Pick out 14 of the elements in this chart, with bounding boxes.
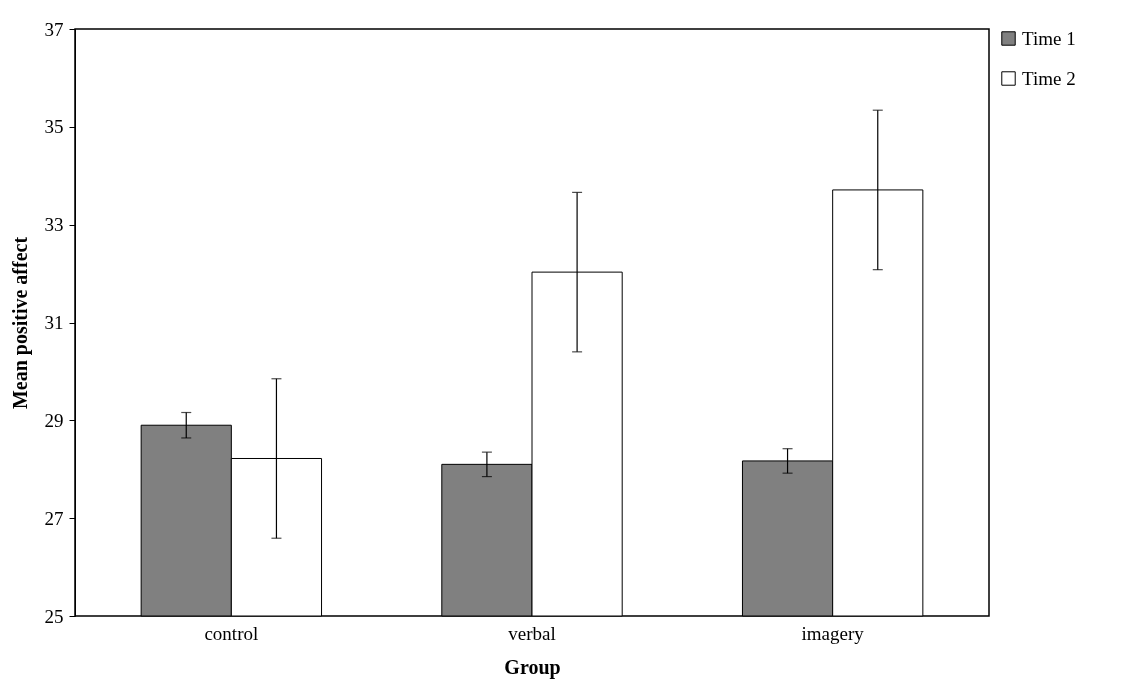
y-tick-label: 35 [44,116,64,138]
y-tick-label: 33 [44,214,64,236]
y-tick-label: 37 [44,18,64,40]
y-tick-label: 29 [44,409,64,431]
y-axis-title: Mean positive affect [8,236,32,410]
y-tick-label: 31 [44,312,64,333]
y-tick-label: 27 [44,507,64,529]
x-axis-title: Group [504,655,561,679]
x-tick-label: imagery [801,622,865,644]
legend-label: Time 2 [1022,67,1076,89]
x-tick-label: control [204,622,259,644]
x-tick-label: verbal [508,622,556,644]
y-tick-label: 25 [44,605,64,627]
legend-label: Time 1 [1022,27,1076,49]
